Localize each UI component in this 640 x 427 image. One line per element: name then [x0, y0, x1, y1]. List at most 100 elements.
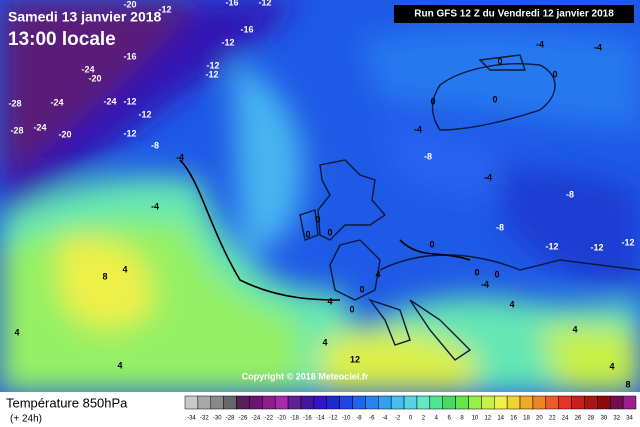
scale-swatch — [300, 395, 315, 410]
scale-label: 0 — [409, 416, 413, 422]
run-box — [394, 5, 634, 23]
scale-label: -24 — [252, 416, 261, 422]
contour-label: -4 — [536, 39, 544, 49]
copyright: Copyright © 2018 Meteociel.fr — [242, 371, 369, 381]
scale-label: -22 — [264, 416, 273, 422]
scale-swatch — [197, 395, 212, 410]
scale-label: 8 — [460, 416, 464, 422]
scale-swatch — [519, 395, 534, 410]
scale-label: -14 — [316, 416, 325, 422]
footer-lead: (+ 24h) — [10, 414, 42, 425]
contour-label: -28 — [8, 98, 21, 108]
map-time: 13:00 locale — [8, 29, 116, 50]
scale-label: 6 — [447, 416, 451, 422]
scale-label: -12 — [329, 416, 338, 422]
contour-label: -4 — [481, 279, 489, 289]
scale-label: -8 — [356, 416, 362, 422]
scale-label: -30 — [213, 416, 222, 422]
contour-label: -28 — [10, 125, 23, 135]
contour-label: -4 — [151, 201, 159, 211]
scale-label: 10 — [472, 416, 479, 422]
scale-label: 28 — [588, 416, 595, 422]
contour-label: 0 — [349, 304, 354, 314]
color-scale: -34 -32 -30 -28 -26 -24 -22 -20 -18 -16 -14 -12 -10-… — [184, 395, 637, 422]
scale-label: -18 — [290, 416, 299, 422]
scale-label: -10 — [342, 416, 351, 422]
scale-swatch — [274, 395, 289, 410]
contour-label: 4 — [322, 337, 327, 347]
scale-label: 20 — [536, 416, 543, 422]
scale-label: -32 — [200, 416, 209, 422]
contour-label: -24 — [50, 97, 63, 107]
scale-label: 16 — [510, 416, 517, 422]
scale-swatch — [455, 395, 469, 410]
scale-swatch — [468, 395, 482, 410]
scale-label: 30 — [600, 416, 607, 422]
contour-label: -20 — [123, 0, 136, 9]
contour-label: 0 — [430, 96, 435, 106]
contour-label: -24 — [33, 122, 46, 132]
temperature-field — [0, 0, 640, 392]
scale-label: -28 — [226, 416, 235, 422]
scale-swatch — [210, 395, 224, 410]
contour-label: -20 — [88, 73, 101, 83]
scale-swatch — [326, 395, 340, 410]
contour-label: 0 — [494, 269, 499, 279]
contour-label: -8 — [566, 189, 574, 199]
scale-label: 18 — [523, 416, 530, 422]
scale-label: -6 — [369, 416, 375, 422]
contour-label: 4 — [609, 361, 614, 371]
scale-swatch — [416, 395, 431, 410]
contour-label: -4 — [484, 172, 492, 182]
contour-label: 0 — [497, 56, 502, 66]
scale-swatch — [584, 395, 598, 410]
contour-label: 4 — [509, 299, 514, 309]
scale-label: -34 — [187, 416, 196, 422]
scale-label: 26 — [575, 416, 582, 422]
contour-label: -24 — [81, 64, 94, 74]
contour-label: -4 — [414, 124, 422, 134]
scale-swatch — [352, 395, 366, 410]
scale-swatch — [287, 395, 302, 410]
contour-label: -16 — [123, 51, 136, 61]
scale-swatch — [378, 395, 392, 410]
contour-label: -12 — [158, 4, 171, 14]
scale-swatch — [262, 395, 276, 410]
scale-label: 22 — [549, 416, 556, 422]
scale-swatch — [532, 395, 547, 410]
scale-swatch — [622, 395, 637, 410]
contour-label: 8 — [102, 271, 107, 281]
scale-swatch — [313, 395, 327, 410]
contour-label: 12 — [350, 354, 360, 364]
contour-label: 0 — [429, 239, 434, 249]
scale-swatch — [442, 395, 456, 410]
contour-label: -12 — [621, 237, 634, 247]
contour-label: 0 — [492, 94, 497, 104]
scale-label: -20 — [277, 416, 286, 422]
zero-isotherm — [179, 159, 471, 301]
scale-label: 4 — [435, 416, 439, 422]
contour-labels: -20 -12-16 -12-12-16-12-12-16-24-20-28 -24-… — [8, 0, 634, 389]
contour-label: -24 — [103, 96, 116, 106]
scale-label: -4 — [382, 416, 388, 422]
run-info: Run GFS 12 Z du Vendredi 12 janvier 2018 — [414, 9, 614, 20]
scale-label: 34 — [626, 416, 633, 422]
contour-label: 4 — [117, 360, 122, 370]
scale-swatch — [571, 395, 585, 410]
scale-swatch — [236, 395, 250, 410]
contour-label: 4 — [572, 324, 577, 334]
scale-swatch — [339, 395, 353, 410]
contour-label: -16 — [225, 0, 238, 7]
scale-label: 12 — [484, 416, 491, 422]
contour-label: -12 — [590, 242, 603, 252]
contour-label: -12 — [123, 96, 136, 106]
scale-label: -26 — [239, 416, 248, 422]
contour-label: -12 — [545, 241, 558, 251]
contour-label: -20 — [58, 129, 71, 139]
contour-label: 8 — [625, 379, 630, 389]
scale-swatch — [249, 395, 263, 410]
scale-swatch — [545, 395, 559, 410]
scale-swatch — [609, 395, 624, 410]
contour-label: -8 — [424, 151, 432, 161]
